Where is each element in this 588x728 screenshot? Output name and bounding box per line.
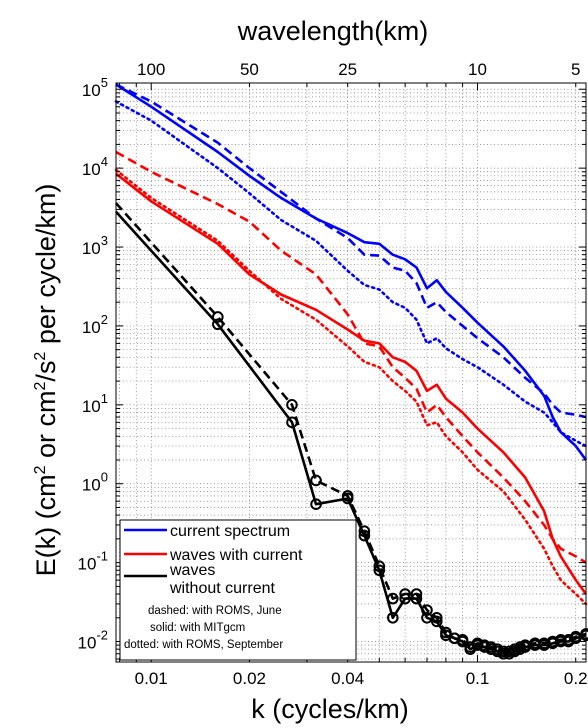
series-marker-point	[399, 588, 411, 600]
series-waves_with_current-solid	[115, 172, 588, 595]
series-marker-point	[508, 643, 521, 655]
legend-note: dotted: with ROMS, September	[124, 639, 283, 651]
series-marker-point	[386, 592, 399, 605]
top-tick-label: 10	[468, 60, 487, 79]
series-waves_without_current-dashed	[115, 202, 587, 653]
series-marker-point	[471, 637, 484, 650]
y-tick-base: 10	[82, 81, 101, 100]
series-waves_with_current-dotted	[114, 168, 588, 606]
top-tick-label: 50	[240, 60, 259, 79]
y-tick-label: 103	[82, 233, 108, 258]
series-current-dotted	[114, 100, 588, 448]
top-tick-label: 100	[137, 60, 165, 79]
series-marker-point	[546, 635, 559, 648]
series-marker-point	[491, 643, 504, 655]
y-tick-base: 10	[82, 318, 101, 337]
legend-label: current spectrum	[170, 523, 290, 540]
series-marker-point	[341, 490, 354, 502]
series-marker-point	[440, 626, 452, 639]
series-current-dashed	[115, 83, 587, 419]
y-tick-exponent: -2	[96, 628, 108, 643]
plot-frame	[115, 82, 587, 663]
y-tick-label: 10-1	[78, 549, 108, 574]
series-marker-point	[555, 634, 567, 646]
series-marker-point	[410, 588, 423, 600]
series-marker-point	[310, 498, 322, 511]
legend: current spectrum waves with currentwavesw…	[119, 519, 357, 661]
series-marker-point	[448, 632, 461, 645]
y-tick-base: 10	[82, 239, 101, 258]
y-tick-base: 10	[82, 397, 101, 416]
series-marker-point	[373, 564, 386, 577]
series-marker-point	[430, 611, 443, 624]
series-marker-point	[478, 639, 491, 651]
y-tick-exponent: 0	[101, 470, 108, 485]
top-axis-label: wavelength(km)	[237, 16, 429, 46]
y-tick-base: 10	[78, 634, 97, 653]
y-tick-exponent: 2	[101, 312, 108, 327]
series-current-solid	[115, 83, 588, 461]
series-marker-point	[386, 611, 399, 624]
legend-label-line2: without current	[169, 580, 275, 597]
series-marker-point	[456, 634, 469, 646]
x-tick-label: 0.01	[135, 669, 168, 688]
y-tick-base: 10	[82, 160, 101, 179]
series-marker-point	[569, 630, 582, 643]
series-marker-point	[562, 634, 575, 646]
series-marker-point	[286, 399, 298, 411]
y-tick-exponent: 4	[101, 154, 108, 169]
legend-label: waves with current	[169, 547, 303, 564]
y-tick-label: 105	[82, 75, 108, 100]
series-marker-point	[514, 641, 526, 653]
y-tick-base: 10	[78, 555, 97, 574]
series-marker-point	[310, 474, 322, 487]
y-tick-exponent: 1	[101, 391, 108, 406]
series-marker-point	[485, 641, 497, 653]
y-axis-label: E(k) (cm2 or cm2/s2 per cycle/km)	[31, 184, 61, 577]
series-marker-point	[212, 311, 224, 323]
y-tick-base: 10	[82, 476, 101, 495]
y-tick-label: 100	[82, 470, 108, 495]
x-tick-label: 0.04	[331, 669, 364, 688]
y-tick-label: 10-2	[78, 628, 108, 653]
legend-box	[119, 519, 357, 661]
series-marker-point	[503, 645, 515, 658]
series-waves_with_current-dashed	[115, 150, 587, 564]
x-axis-label: k (cycles/km)	[251, 694, 409, 724]
series-group	[114, 83, 588, 660]
y-tick-exponent: 3	[101, 233, 108, 248]
series-marker-point	[497, 645, 510, 658]
y-tick-label: 102	[82, 312, 108, 337]
y-tick-label: 101	[82, 391, 108, 416]
top-tick-label: 25	[338, 60, 357, 79]
legend-note: solid: with MITgcm	[150, 622, 245, 634]
top-tick-label: 5	[571, 60, 580, 79]
x-tick-label: 0.2	[564, 669, 588, 688]
series-marker-point	[358, 525, 371, 538]
legend-label: waves	[169, 562, 215, 579]
legend-note: dashed: with ROMS, June	[148, 605, 282, 617]
x-tick-label: 0.1	[466, 669, 490, 688]
series-marker-point	[373, 560, 386, 573]
x-tick-label: 0.02	[233, 669, 266, 688]
series-marker-point	[421, 604, 433, 616]
y-tick-exponent: 5	[101, 75, 108, 90]
y-tick-exponent: -1	[96, 549, 108, 564]
y-tick-label: 104	[82, 154, 108, 179]
